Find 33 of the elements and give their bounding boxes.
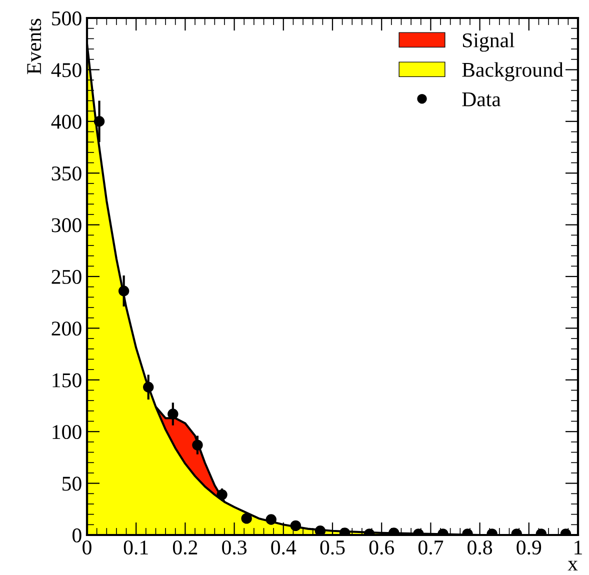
point (143, 382, 154, 392)
x-tick-label: 0.6 (369, 540, 394, 555)
y-tick-label: 200 (52, 322, 82, 336)
y-tick-label: 450 (51, 63, 82, 78)
point (94, 116, 105, 127)
x-tick-label: 0.7 (418, 540, 444, 555)
x-tick-label: 0.9 (516, 540, 542, 555)
y-tick-label: 50 (62, 476, 82, 491)
y-tick-label: 250 (52, 270, 82, 284)
y-tick-label: 350 (52, 166, 82, 181)
point (118, 286, 130, 296)
y-tick-label: 0 (72, 528, 82, 542)
x-tick-label: 0.2 (172, 540, 198, 555)
x-tick-label: 0.4 (271, 540, 296, 555)
x-tick-label: 0.5 (320, 540, 345, 555)
x-tick-label: 1 (574, 540, 582, 554)
point (168, 408, 178, 420)
y-tick-label: 400 (51, 114, 82, 129)
x-tick-label: 0.1 (124, 540, 148, 555)
y-axis-title: Events (27, 18, 42, 74)
legend-label: Data (462, 92, 501, 106)
y-tick-label: 100 (52, 424, 82, 440)
legend-label: Background (462, 62, 564, 82)
x-axis-title: x (568, 560, 578, 570)
x-tick-label: 0.3 (222, 540, 247, 555)
y-tick-label: 150 (52, 373, 82, 388)
point (314, 526, 326, 535)
x-tick-label: 0.8 (468, 540, 492, 555)
y-tick-label: 500 (52, 11, 82, 26)
legend-label: Signal (462, 32, 514, 52)
x-tick-label: 0 (82, 540, 92, 555)
point (192, 440, 203, 450)
y-tick-label: 300 (52, 218, 82, 232)
